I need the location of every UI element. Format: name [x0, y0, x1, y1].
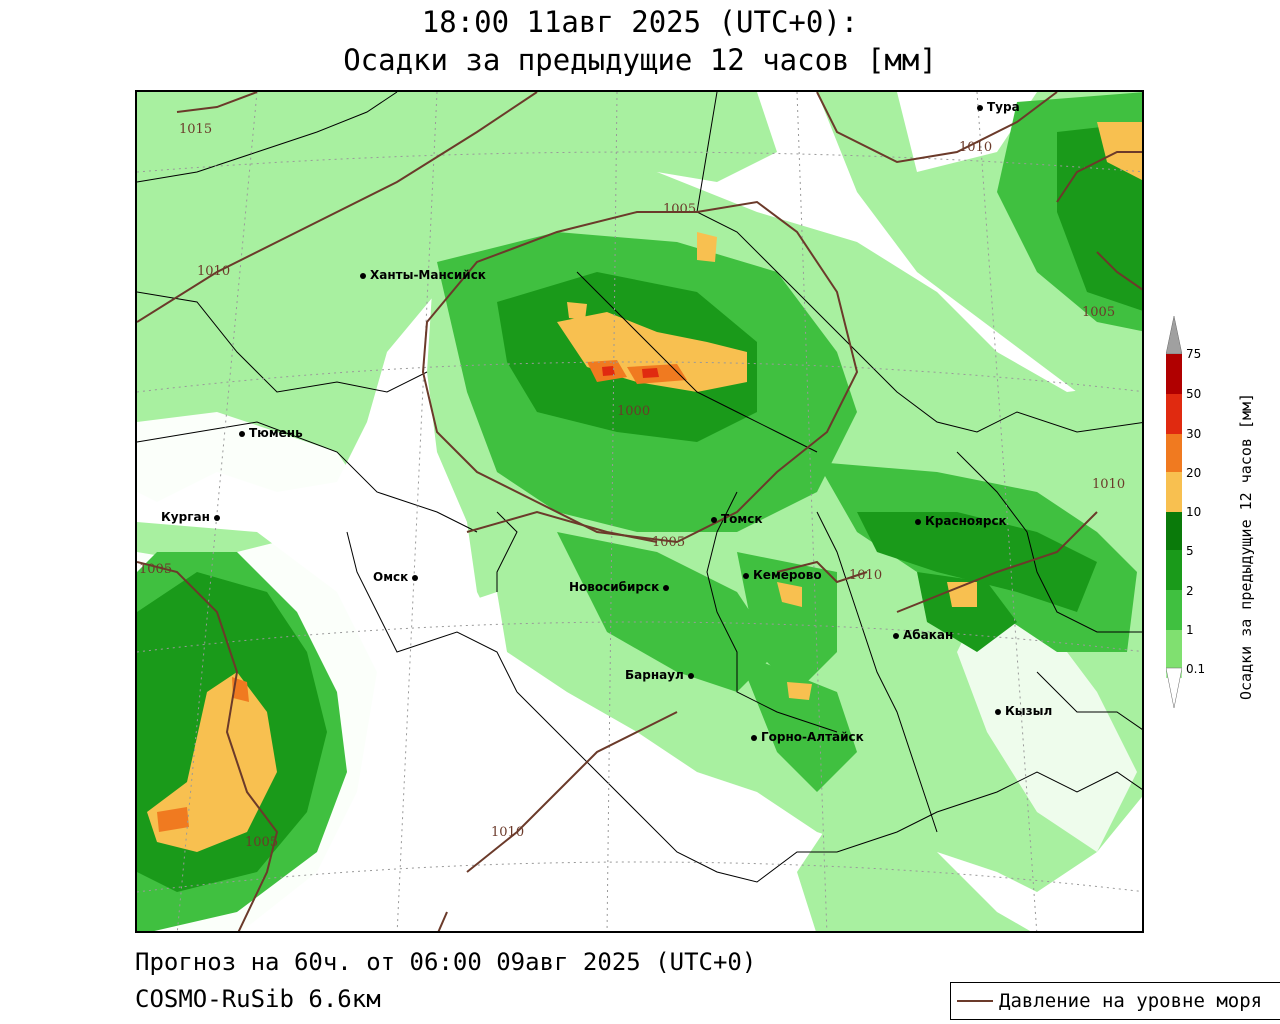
- city-name: Тюмень: [249, 426, 303, 440]
- city-label: Барнаул: [625, 668, 698, 682]
- city-label: Горно-Алтайск: [751, 730, 864, 744]
- city-name: Томск: [721, 512, 763, 526]
- city-marker-icon: [893, 632, 899, 639]
- colorbar-tick: 20: [1186, 466, 1202, 480]
- isobar-label: 1010: [959, 140, 993, 155]
- city-marker-icon: [751, 734, 757, 741]
- city-marker-icon: [977, 104, 983, 111]
- colorbar-tick: 5: [1186, 544, 1194, 558]
- city-marker-icon: [995, 708, 1001, 715]
- colorbar-tick: 10: [1186, 505, 1202, 519]
- city-marker-icon: [360, 272, 366, 279]
- isobar-line-swatch: [957, 1000, 993, 1002]
- city-marker-icon: [687, 672, 694, 679]
- colorbar-title: Осадки за предыдущие 12 часов [мм]: [1237, 392, 1255, 700]
- city-name: Абакан: [903, 628, 954, 642]
- city-marker-icon: [239, 430, 245, 437]
- colorbar-band-2: [1166, 590, 1182, 630]
- city-label: Абакан: [893, 628, 953, 642]
- colorbar-tick: 75: [1186, 347, 1202, 361]
- city-name: Горно-Алтайск: [761, 730, 864, 744]
- colorbar-band-50: [1166, 394, 1182, 434]
- city-label: Кемерово: [743, 568, 822, 582]
- city-marker-icon: [663, 584, 670, 591]
- city-name: Тура: [987, 100, 1020, 114]
- isobar-label: 1010: [197, 264, 231, 279]
- city-label: Омск: [373, 570, 422, 584]
- city-marker-icon: [743, 572, 749, 579]
- isobar-label: 1000: [617, 404, 651, 419]
- city-name: Новосибирск: [569, 580, 660, 594]
- city-marker-icon: [915, 518, 921, 525]
- isobar-label: 1005: [1082, 305, 1116, 320]
- city-name: Ханты-Мансийск: [370, 268, 486, 282]
- graticule: [137, 92, 1142, 931]
- city-label: Тура: [977, 100, 1020, 114]
- isobar-legend: Давление на уровне моря: [950, 982, 1280, 1020]
- isobar-label: 1015: [179, 122, 213, 137]
- colorbar-band-30: [1166, 434, 1182, 472]
- isobar-label: 1010: [491, 825, 525, 840]
- colorbar-tick: 2: [1186, 584, 1194, 598]
- city-name: Кызыл: [1005, 704, 1053, 718]
- colorbar-tick: 30: [1186, 427, 1202, 441]
- precipitation-map: 1015 1010 1010 1005 1000 1005 1005 1010 …: [135, 90, 1144, 933]
- isobar-label: 1010: [1092, 477, 1126, 492]
- isobar-legend-label: Давление на уровне моря: [999, 990, 1263, 1012]
- isobar-label: 1005: [652, 535, 686, 550]
- colorbar-band-5: [1166, 550, 1182, 590]
- isobar-label: 1005: [663, 202, 697, 217]
- isobars: [137, 92, 1142, 931]
- isobar-label: 1005: [139, 562, 173, 577]
- city-label: Кызыл: [995, 704, 1052, 718]
- map-canvas: [137, 92, 1142, 931]
- colorbar-band-20: [1166, 472, 1182, 512]
- model-name: COSMO-RuSib 6.6км: [135, 985, 381, 1013]
- city-label: Курган: [161, 510, 224, 524]
- city-name: Барнаул: [625, 668, 684, 682]
- city-label: Новосибирск: [569, 580, 673, 594]
- city-label: Тюмень: [239, 426, 303, 440]
- isobar-label: 1010: [849, 568, 883, 583]
- city-label: Красноярск: [915, 514, 1007, 528]
- precip-layer-30-50: [602, 366, 659, 378]
- forecast-info: Прогноз на 60ч. от 06:00 09авг 2025 (UTC…: [135, 948, 757, 976]
- city-name: Омск: [373, 570, 409, 584]
- isobar-label: 1005: [245, 835, 279, 850]
- city-name: Курган: [161, 510, 210, 524]
- city-name: Кемерово: [753, 568, 822, 582]
- city-label: Томск: [711, 512, 763, 526]
- precip-layer-10-20: [147, 122, 1142, 852]
- colorbar-band-75: [1166, 354, 1182, 394]
- region-borders: [137, 92, 1142, 883]
- colorbar-tick: 1: [1186, 623, 1194, 637]
- colorbar-bottom-arrow: [1166, 667, 1182, 709]
- city-marker-icon: [412, 574, 419, 581]
- city-marker-icon: [711, 516, 717, 523]
- map-title-variable: Осадки за предыдущие 12 часов [мм]: [343, 43, 937, 77]
- city-label: Ханты-Мансийск: [360, 268, 486, 282]
- city-name: Красноярск: [925, 514, 1007, 528]
- precipitation-colorbar: [1166, 316, 1182, 709]
- city-marker-icon: [213, 514, 220, 521]
- map-title-time: 18:00 11авг 2025 (UTC+0):: [421, 5, 859, 39]
- colorbar-band-10: [1166, 512, 1182, 550]
- colorbar-tick: 0.1: [1186, 662, 1206, 676]
- colorbar-band-1: [1166, 630, 1182, 668]
- colorbar-tick: 50: [1186, 387, 1202, 401]
- colorbar-top-arrow: [1166, 316, 1182, 355]
